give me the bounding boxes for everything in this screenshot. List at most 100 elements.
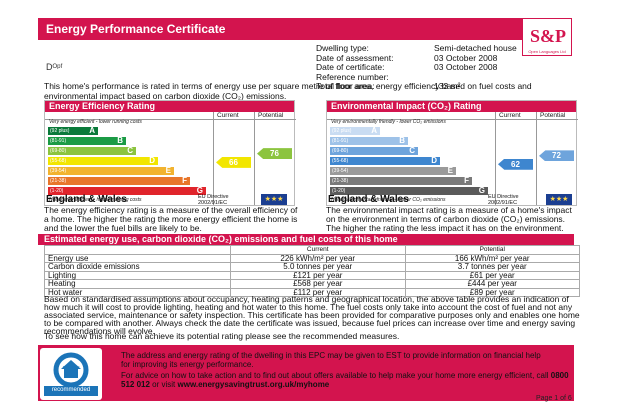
band-range: (55-68) [332,158,349,164]
table-row: Hot water £112 per year £89 per year [44,287,580,297]
rating-band-f: (21-38) F [48,177,190,185]
property-address: Dᴼᵖᶠ [46,62,63,72]
rating-band-b: (81-91) B [48,137,126,145]
table-row: Carbon dioxide emissions 5.0 tonnes per … [44,262,580,272]
band-range: (1-20) [332,188,346,194]
environmental-col-divider-2 [536,112,537,205]
efficiency-directive-text: EU Directive 2002/91/EC [198,194,229,206]
band-letter: B [399,136,405,145]
band-range: (1-20) [50,188,64,194]
efficiency-scale: Very energy efficient - lower running co… [45,119,296,205]
estimates-header-current: Current [230,245,406,255]
advice-line-2-text: For advice on how to take action and to … [121,371,549,380]
band-range: (69-80) [50,148,67,154]
advice-phone-link[interactable]: 0800 512 012 [121,371,569,389]
band-letter: C [127,146,133,155]
band-range: (21-38) [332,178,349,184]
band-range: (69-80) [332,148,349,154]
dwelling-type-label: Dwelling type: [316,43,369,53]
house-icon [44,352,98,396]
band-letter: D [431,156,437,165]
band-range: (55-68) [50,158,67,164]
band-range: (92 plus) [332,128,352,134]
advice-website-link[interactable]: www.energysavingtrust.org.uk/myhome [177,380,330,389]
assumptions-text: Based on standardised assumptions about … [44,294,580,336]
date-assessment-label: Date of assessment: [316,52,394,63]
row-potential: £444 per year [404,279,580,289]
rating-band-b: (81-91) B [330,137,408,145]
environmental-potential-header: Potential [540,112,566,119]
rating-band-a: (92 plus) A [48,127,98,135]
estimates-header-blank [44,245,231,255]
floor-area-label: Total floor area: [316,81,375,91]
row-current: 5.0 tonnes per year [230,262,406,272]
efficiency-potential-header: Potential [258,112,284,119]
environmental-col-divider-1 [495,112,496,205]
dwelling-type-value: Semi-detached house [434,43,517,53]
efficiency-description: The energy efficiency rating is a measur… [44,205,298,233]
logo-line-recommended: recommended [51,387,91,393]
band-range: (39-54) [332,168,349,174]
estimates-header-row: Current Potential [44,245,580,255]
efficiency-title: Energy Efficiency Rating [45,101,294,112]
efficiency-bottom-note: Not energy efficient - higher running co… [49,197,142,203]
environmental-scale: Very environmentally friendly - lower CO… [327,119,578,205]
table-row: Heating £568 per year £444 per year [44,279,580,289]
logo-text: S&P [530,26,566,46]
certificate-title: Energy Performance Certificate [46,22,226,36]
property-info: Dwelling type: Semi-detached house Date o… [316,43,517,92]
efficiency-potential-rating: 76 [257,148,292,160]
floor-area-value: 133 m² [434,81,461,91]
band-range: (81-91) [50,138,67,144]
efficiency-current-rating: 66 [216,156,251,168]
rating-band-d: (55-68) D [48,157,158,165]
efficiency-col-divider-1 [213,112,214,205]
rating-band-c: (69-80) C [330,147,418,155]
environmental-potential-rating: 72 [539,150,574,162]
intro-text: This home's performance is rated in term… [44,81,532,101]
date-certificate-value: 03 October 2008 [434,62,498,72]
rating-band-e: (39-54) E [48,167,174,175]
environmental-title: Environmental Impact (CO₂) Rating [327,101,576,112]
estimates-table: Current Potential Energy use 226 kWh/m² … [44,245,580,297]
efficiency-top-note: Very energy efficient - lower running co… [49,119,142,125]
band-letter: A [371,126,377,135]
band-letter: F [464,176,469,185]
table-row: Lighting £121 per year £61 per year [44,270,580,280]
rating-band-c: (69-80) C [48,147,136,155]
advice-bar [38,345,574,401]
band-letter: A [89,126,95,135]
rating-band-a: (92 plus) A [330,127,380,135]
rating-band-e: (39-54) E [330,167,456,175]
band-range: (92 plus) [50,128,70,134]
certificate-title-bar: Energy Performance Certificate [38,18,568,40]
rating-band-g: (1-20) G [48,187,206,195]
row-potential: 3.7 tonnes per year [404,262,580,272]
advice-line-1: The address and energy rating of the dwe… [121,351,541,369]
rating-band-d: (55-68) D [330,157,440,165]
efficiency-country: England & Wales [46,194,127,205]
date-assessment-value: 03 October 2008 [434,52,498,63]
rating-band-f: (21-38) F [330,177,472,185]
company-logo: S&P Open Languages Ltd [522,18,572,56]
row-potential: £89 per year [404,287,580,297]
environmental-directive-text: EU Directive 2002/91/EC [488,194,519,206]
environmental-description: The environmental impact rating is a mea… [326,205,572,233]
environmental-current-rating: 62 [498,158,533,170]
date-certificate-label: Date of certificate: [316,62,385,72]
eu-flag-icon: ★★★ [261,194,287,205]
row-current: £568 per year [230,279,406,289]
band-letter: E [165,166,171,175]
row-label: Carbon dioxide emissions [44,262,231,272]
environmental-directive: EU Directive 2002/91/EC [488,194,519,206]
advice-or-visit: or visit [152,380,176,389]
band-range: (21-38) [50,178,67,184]
eu-flag-icon: ★★★ [546,194,572,205]
band-letter: G [196,186,203,195]
see-how-text: To see how this home can achieve its pot… [44,331,400,341]
environmental-country: England & Wales [328,194,409,205]
band-range: (81-91) [332,138,349,144]
estimates-header-potential: Potential [404,245,580,255]
reference-label: Reference number: [316,71,389,82]
logo-line-energy: energy [62,365,80,371]
